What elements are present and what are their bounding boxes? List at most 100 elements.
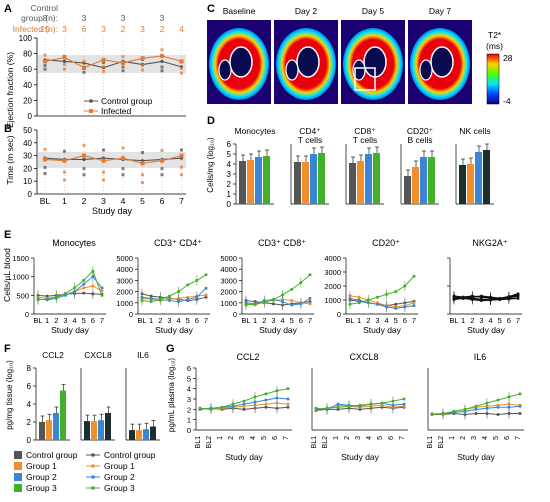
legend-swatch [14,473,22,481]
ventricle-2 [285,59,299,81]
infected-n-value: 3 [62,24,67,34]
individual-point [43,67,47,71]
data-point [253,300,257,304]
day-label: Baseline [223,6,256,16]
bar [459,165,466,204]
individual-point [160,148,164,152]
individual-point [180,173,183,177]
data-point [286,402,290,406]
bar [467,164,474,204]
x-tick-label: 1 [62,196,67,206]
scale-unit: (ms) [486,41,503,51]
data-point [380,405,384,409]
panel-b-series [43,143,184,184]
legend-marker [91,453,95,457]
x-tick-label: 5 [493,436,500,440]
x-tick-label: 7 [204,316,208,325]
bar [412,167,419,204]
individual-point [82,59,86,63]
x-tick-label: 3 [479,316,483,325]
x-tick-label: 3 [375,316,379,325]
x-tick-label: 6 [272,436,279,440]
data-point [290,299,294,303]
x-tick-label: 3 [63,316,67,325]
series-line [349,299,415,307]
individual-point [160,173,164,177]
panel-b-axes: 50 40 30 20 10 0 BL 1 2 3 4 5 6 7 [23,126,186,206]
individual-point [180,71,183,75]
x-tick-label: 7 [515,436,522,440]
x-tick-label: 4 [488,316,492,325]
data-point [412,301,416,305]
panel-a-series [43,48,184,75]
y-tick-label: 6 [227,140,232,149]
x-tick-label: BL [40,196,51,206]
chart-title: CD3⁺ CD8⁺ [258,238,306,248]
chart-title: IL6 [137,350,149,360]
data-point [82,282,86,286]
individual-point [63,149,66,153]
x-tick-label: 4 [384,316,388,325]
chart-title: T cells [298,135,322,145]
x-tick-label: 3 [271,316,275,325]
data-point [358,403,362,407]
chart-title: CCL2 [42,350,64,360]
infected-n-value: 3 [140,24,145,34]
y-tick-label: 2000 [116,288,133,297]
series-line [37,275,103,301]
x-tick-label: 4 [176,316,180,325]
data-point [412,304,416,308]
y-tick-label: 1000 [12,273,29,282]
roi-box [354,67,376,91]
data-point [82,291,86,295]
data-point [186,297,190,301]
y-tick-label: 50 [23,126,32,135]
bar [143,429,149,440]
x-tick-label: 5 [261,436,268,440]
bar [105,413,111,440]
y-tick-label: 3 [227,170,232,179]
x-tick-label: 6 [195,316,199,325]
data-point [357,301,361,305]
data-point [286,387,290,391]
data-point [82,157,86,162]
x-tick-label: 4 [250,436,257,440]
bar [263,156,270,204]
individual-point [141,151,144,155]
individual-point [82,167,86,171]
data-point [380,401,384,405]
y-tick-label: 1000 [220,299,237,308]
x-tick-label: 3 [355,436,362,440]
data-point [242,407,246,411]
x-tick-label: BL2 [322,436,329,449]
individual-point [141,68,144,72]
panel-b-letter: B [4,123,12,135]
infected-n-value: 2 [160,24,165,34]
x-tick-label: 5 [82,316,86,325]
x-tick-label: 7 [412,316,416,325]
x-tick-label: 2 [82,196,87,206]
y-tick-label: 2 [227,180,232,189]
individual-point [102,61,105,65]
individual-point [43,147,47,151]
x-tick-label: BL [449,316,458,325]
x-tick-label: 7 [179,196,184,206]
data-point [100,293,104,297]
y-tick-label: 3000 [116,276,133,285]
individual-point [160,167,164,171]
y-tick-label: 100 [19,34,33,43]
data-point [62,59,67,64]
bar [84,421,90,440]
individual-point [102,148,105,152]
individual-point [180,66,183,70]
data-point [308,302,312,306]
x-tick-label: BL [137,316,146,325]
y-tick-label: 0 [129,310,133,319]
y-tick-label: 6 [187,364,191,373]
y-tick-label: 1000 [324,296,341,305]
data-point [479,294,483,298]
chart-title: CD20⁺ [407,126,434,136]
chart-title: B cells [407,135,432,145]
